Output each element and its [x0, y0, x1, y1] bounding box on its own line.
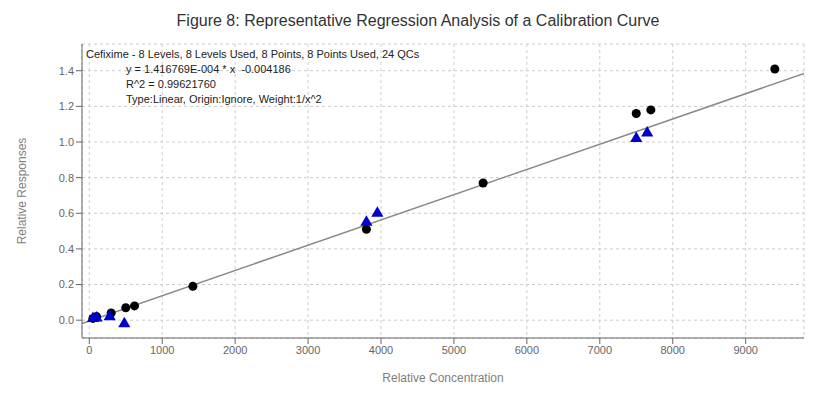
html-text:Cefixime - 8 Levels, 8 Levels: Cefixime - 8 Levels, 8 Levels Used, 8 Po…	[86, 48, 420, 60]
svg-text:Relative Concentration: Relative Concentration	[382, 371, 503, 385]
svg-text:6000: 6000	[515, 344, 539, 356]
svg-text:0.8: 0.8	[59, 172, 74, 184]
svg-text:4000: 4000	[369, 344, 393, 356]
svg-text:0.2: 0.2	[59, 278, 74, 290]
svg-text:2000: 2000	[223, 344, 247, 356]
svg-text:0.0: 0.0	[59, 314, 74, 326]
svg-text:9000: 9000	[733, 344, 757, 356]
svg-text:Relative Responses: Relative Responses	[15, 138, 29, 245]
svg-text:0.6: 0.6	[59, 207, 74, 219]
svg-text:5000: 5000	[442, 344, 466, 356]
svg-text:3000: 3000	[296, 344, 320, 356]
svg-text:8000: 8000	[660, 344, 684, 356]
html-text:Figure 8: Representative Regre: Figure 8: Representative Regression Anal…	[176, 12, 660, 29]
svg-text:0: 0	[86, 344, 92, 356]
svg-text:7000: 7000	[588, 344, 612, 356]
html-text:Type:Linear, Origin:Ignore, We: Type:Linear, Origin:Ignore, Weight:1/x^2	[126, 93, 322, 105]
svg-text:1.4: 1.4	[59, 65, 74, 77]
html-text:y = 1.416769E-004 * x -0.00418: y = 1.416769E-004 * x -0.004186	[126, 63, 291, 75]
svg-text:1.0: 1.0	[59, 136, 74, 148]
svg-text:1000: 1000	[150, 344, 174, 356]
html-text:R^2 = 0.99621760: R^2 = 0.99621760	[126, 78, 216, 90]
svg-text:0.4: 0.4	[59, 243, 74, 255]
svg-text:1.2: 1.2	[59, 100, 74, 112]
